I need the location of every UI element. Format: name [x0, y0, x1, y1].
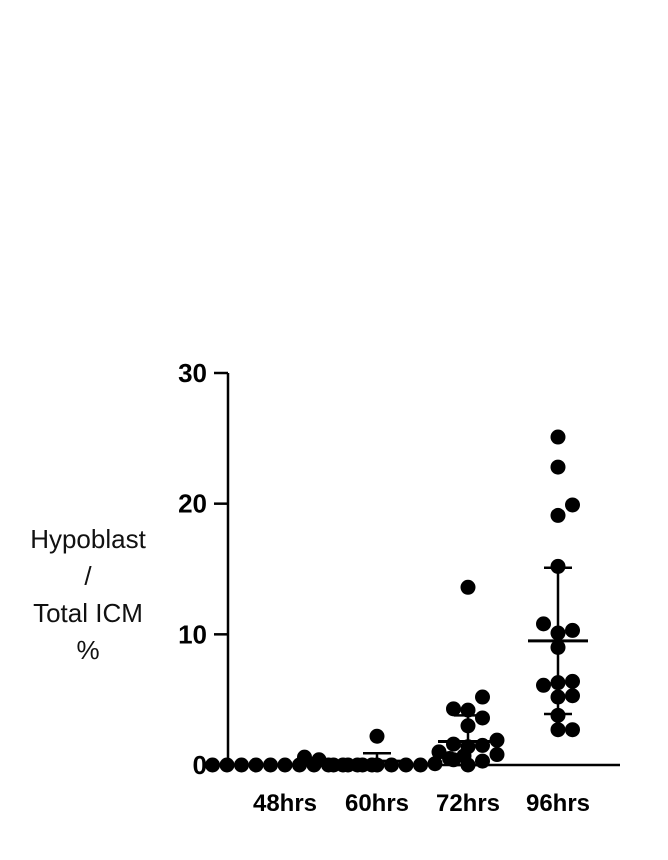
data-point — [205, 757, 220, 773]
data-point — [475, 689, 490, 705]
data-point — [311, 752, 327, 768]
x-tick-label: 48hrs — [253, 790, 317, 817]
y-axis-label-line: / — [84, 561, 92, 591]
y-axis-label-line: Hypoblast — [30, 524, 146, 554]
data-point — [550, 707, 566, 723]
data-point — [277, 757, 293, 773]
x-axis-ticks: 48hrs 60hrs 72hrs 96hrs — [253, 790, 590, 817]
mean-sd-bars — [347, 566, 588, 767]
data-point — [565, 722, 580, 738]
data-point — [427, 756, 443, 772]
data-points — [205, 429, 580, 773]
x-tick-label: 96hrs — [526, 790, 590, 817]
data-point — [413, 757, 428, 773]
data-point — [446, 701, 461, 717]
y-axis-label-line: Total ICM — [33, 598, 143, 628]
data-point — [297, 749, 312, 765]
y-tick-label: 10 — [178, 619, 207, 649]
y-axis-label-line: % — [76, 635, 100, 665]
y-tick-label: 30 — [178, 358, 207, 388]
data-point — [565, 673, 580, 689]
data-point — [536, 616, 551, 632]
data-point — [550, 429, 566, 445]
x-tick-label: 72hrs — [436, 790, 500, 817]
data-point — [263, 757, 278, 773]
data-point — [550, 507, 566, 523]
data-point — [234, 757, 249, 773]
data-point — [550, 722, 566, 738]
data-point — [565, 622, 580, 638]
y-tick-label: 0 — [193, 750, 207, 780]
data-point — [460, 702, 476, 718]
data-point — [369, 728, 385, 744]
data-point — [565, 497, 580, 513]
data-point — [326, 757, 341, 773]
data-point — [446, 752, 461, 768]
data-point — [446, 736, 461, 752]
data-point — [431, 744, 447, 760]
data-point — [536, 677, 551, 693]
y-axis-ticks: 0 10 20 30 — [178, 358, 228, 780]
data-point — [565, 688, 580, 704]
x-tick-label: 60hrs — [345, 790, 409, 817]
data-point — [550, 459, 566, 475]
data-point — [475, 753, 490, 769]
data-point — [475, 710, 490, 726]
data-point — [460, 579, 476, 595]
data-point — [489, 747, 505, 763]
data-point — [550, 558, 566, 574]
y-tick-label: 20 — [178, 489, 207, 519]
data-point — [248, 757, 264, 773]
data-point — [219, 757, 235, 773]
